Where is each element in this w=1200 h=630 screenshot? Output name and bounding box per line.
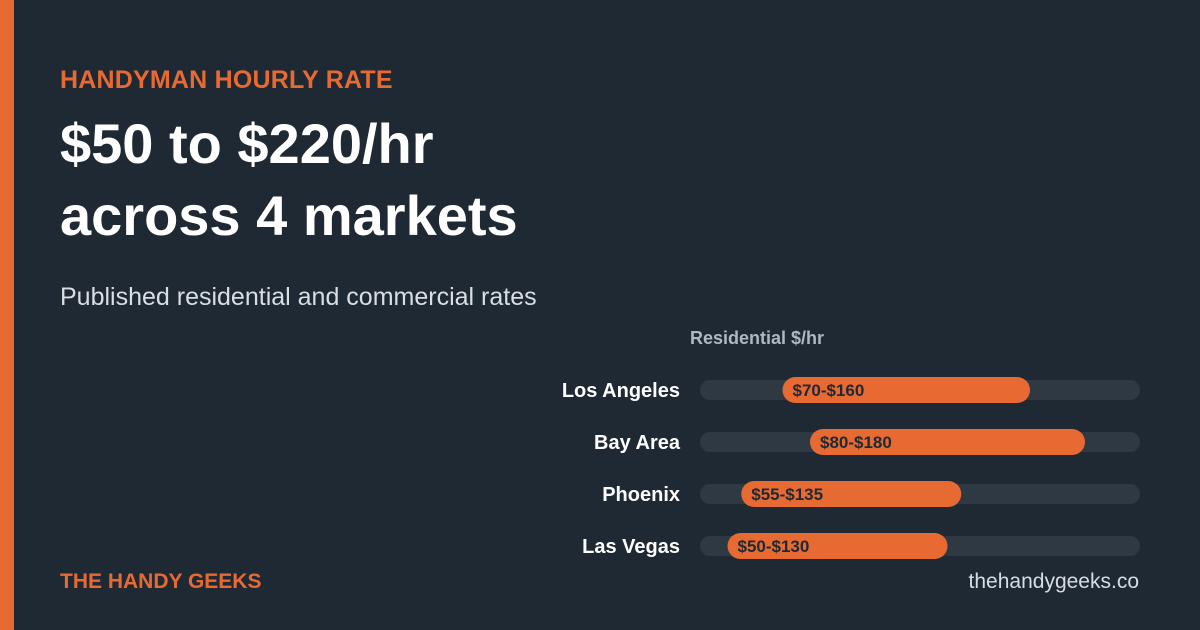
range-label-bay-area: $80-$180 xyxy=(820,433,892,452)
site-url: thehandygeeks.co xyxy=(968,570,1139,593)
category-label-las-vegas: Las Vegas xyxy=(582,536,680,558)
range-bar-los-angeles xyxy=(782,377,1030,403)
category-label-phoenix: Phoenix xyxy=(602,484,680,506)
chart-title: Residential $/hr xyxy=(690,328,825,348)
range-bar-bay-area xyxy=(810,429,1085,455)
category-label-los-angeles: Los Angeles xyxy=(562,380,680,402)
headline: $50 to $220/hr across 4 markets xyxy=(60,108,518,252)
eyebrow-label: HANDYMAN HOURLY RATE xyxy=(60,66,393,94)
range-label-las-vegas: $50-$130 xyxy=(738,537,810,556)
category-label-bay-area: Bay Area xyxy=(594,432,681,454)
brand-name: THE HANDY GEEKS xyxy=(60,570,262,593)
subtitle: Published residential and commercial rat… xyxy=(60,283,537,311)
range-bar-las-vegas xyxy=(727,533,948,559)
range-bar-phoenix xyxy=(741,481,962,507)
headline-line-1: $50 to $220/hr xyxy=(60,112,434,175)
range-label-los-angeles: $70-$160 xyxy=(793,381,865,400)
range-label-phoenix: $55-$135 xyxy=(751,485,823,504)
left-accent-bar xyxy=(0,0,14,630)
headline-line-2: across 4 markets xyxy=(60,184,518,247)
